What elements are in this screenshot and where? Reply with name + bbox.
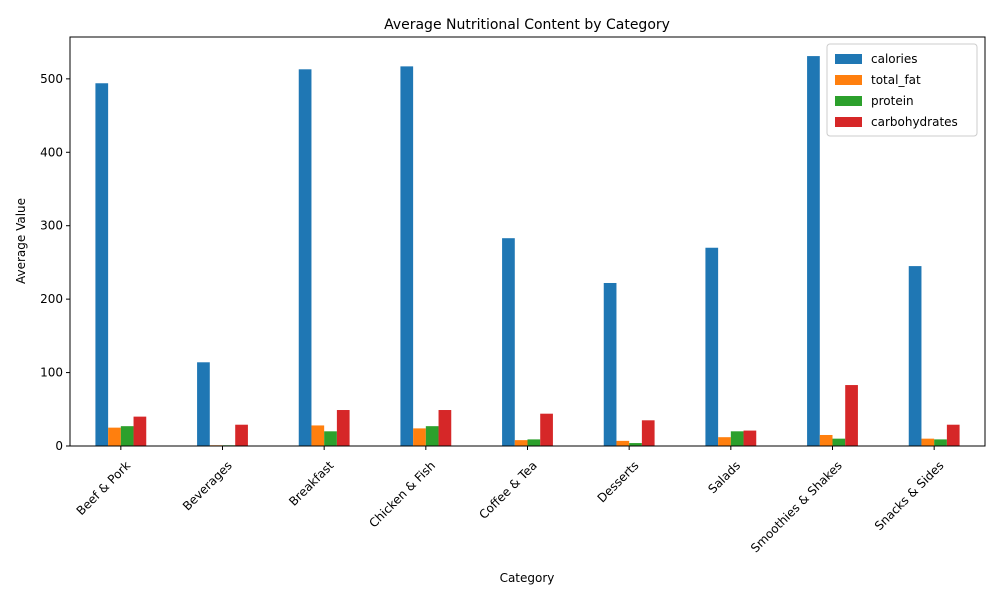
bar-carbohydrates (641, 420, 655, 446)
y-axis-label: Average Value (14, 198, 28, 284)
bar-protein (730, 431, 744, 446)
x-tick-label: Beef & Pork (74, 458, 134, 518)
x-tick-label: Coffee & Tea (476, 458, 539, 521)
legend-swatch (835, 54, 862, 64)
y-tick-label: 100 (40, 366, 63, 380)
x-axis-label: Category (500, 571, 555, 585)
bar-carbohydrates (946, 424, 960, 446)
bar-total-fat (108, 427, 121, 446)
bar-protein (629, 443, 642, 446)
legend-swatch (835, 117, 862, 127)
x-tick-label: Beverages (180, 458, 235, 513)
legend-label: calories (871, 52, 918, 66)
x-tick-label: Salads (705, 458, 743, 496)
bar-carbohydrates (845, 385, 858, 446)
x-tick-label: Desserts (595, 458, 642, 505)
x-tick-label: Smoothies & Shakes (748, 458, 845, 555)
bar-total-fat (819, 434, 833, 446)
plot-frame (69, 36, 986, 447)
y-tick-label: 300 (40, 219, 63, 233)
bar-calories (705, 247, 719, 446)
bar-carbohydrates (336, 410, 350, 446)
legend-swatch (835, 96, 862, 106)
bar-calories (908, 266, 922, 446)
bar-protein (324, 431, 337, 446)
legend-frame (826, 43, 978, 137)
legend-label: protein (871, 94, 914, 108)
y-tick-label: 500 (40, 72, 63, 86)
bar-total-fat (616, 440, 630, 446)
legend-label: total_fat (871, 73, 921, 87)
bar-carbohydrates (743, 430, 757, 446)
x-tick-label: Breakfast (286, 458, 337, 509)
bar-total-fat (311, 425, 325, 446)
bars-group (95, 56, 960, 447)
x-axis-ticks: Beef & Pork Beverages Breakfast Chicken & F… (74, 446, 947, 555)
bar-calories (197, 362, 210, 446)
bar-protein (527, 439, 541, 446)
chart-title: Average Nutritional Content by Category (384, 17, 670, 33)
bar-total-fat (921, 438, 935, 446)
legend-swatch (835, 75, 862, 85)
bar-calories (95, 83, 109, 446)
bar-carbohydrates (438, 410, 452, 446)
y-axis-ticks: 0 100 200 300 400 500 (40, 72, 70, 453)
bar-total-fat (514, 440, 528, 446)
bar-calories (502, 238, 515, 446)
y-tick-label: 0 (55, 439, 63, 453)
bar-protein (425, 426, 439, 446)
bar-total-fat (718, 437, 731, 446)
bar-calories (298, 69, 312, 446)
x-tick-label: Snacks & Sides (872, 458, 947, 533)
bar-protein (934, 439, 947, 446)
x-tick-label: Chicken & Fish (366, 458, 438, 530)
bar-carbohydrates (133, 416, 147, 446)
y-tick-label: 200 (40, 292, 63, 306)
bar-carbohydrates (540, 413, 553, 446)
bar-calories (603, 282, 617, 446)
legend-label: carbohydrates (871, 115, 958, 129)
bar-calories (807, 56, 820, 447)
bar-calories (400, 66, 414, 447)
y-tick-label: 400 (40, 145, 63, 159)
bar-protein (120, 426, 134, 446)
bar-protein (832, 438, 846, 446)
bar-total-fat (413, 428, 426, 446)
bar-carbohydrates (235, 424, 248, 446)
